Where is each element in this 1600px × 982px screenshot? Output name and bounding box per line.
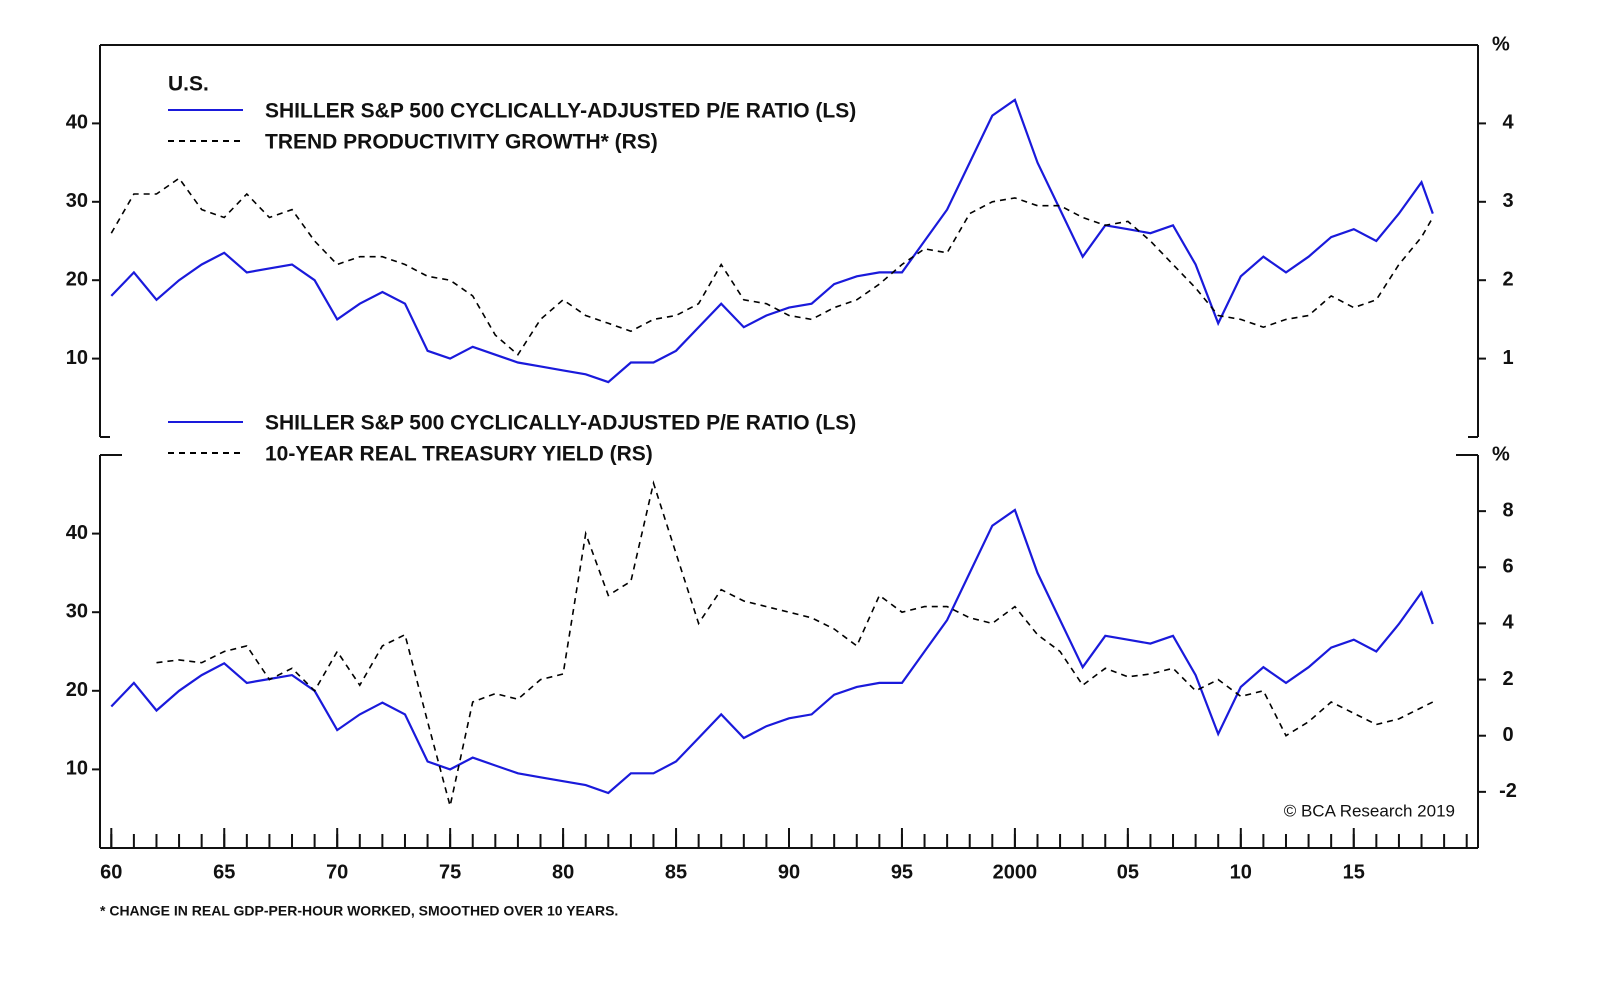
- y-tick-label: 40: [66, 112, 88, 134]
- y2-axis-label: %: [1492, 33, 1510, 55]
- x-tick-label: 60: [100, 861, 122, 883]
- x-tick-label: 65: [213, 861, 235, 883]
- y2-tick-label: 8: [1502, 499, 1513, 521]
- y2-tick-label: 0: [1502, 724, 1513, 746]
- x-tick-label: 90: [778, 861, 800, 883]
- footnote: * CHANGE IN REAL GDP-PER-HOUR WORKED, SM…: [100, 903, 618, 919]
- y2-tick-label: 3: [1502, 190, 1513, 212]
- y-tick-label: 30: [66, 600, 88, 622]
- y2-tick-label: 4: [1502, 112, 1514, 134]
- x-tick-label: 85: [665, 861, 687, 883]
- x-tick-label: 15: [1343, 861, 1365, 883]
- chart-title: U.S.: [168, 73, 209, 96]
- series-line: [110, 177, 1434, 356]
- x-tick-label: 75: [439, 861, 461, 883]
- y2-axis-label: %: [1492, 443, 1510, 465]
- y2-tick-label: 1: [1502, 347, 1513, 369]
- x-tick-label: 95: [891, 861, 913, 883]
- y-tick-label: 10: [66, 347, 88, 369]
- y-tick-label: 20: [66, 679, 88, 701]
- y2-tick-label: 6: [1502, 556, 1513, 578]
- legend-label: SHILLER S&P 500 CYCLICALLY-ADJUSTED P/E …: [265, 412, 856, 435]
- x-tick-label: 05: [1117, 861, 1139, 883]
- y2-tick-label: 2: [1502, 668, 1513, 690]
- y2-tick-label: -2: [1499, 780, 1517, 802]
- series-line: [156, 480, 1434, 807]
- x-tick-label: 2000: [993, 861, 1038, 883]
- y2-tick-label: 2: [1502, 268, 1513, 290]
- x-tick-label: 10: [1230, 861, 1252, 883]
- y-tick-label: 30: [66, 190, 88, 212]
- y-tick-label: 10: [66, 758, 88, 780]
- y-tick-label: 20: [66, 268, 88, 290]
- legend-label: 10-YEAR REAL TREASURY YIELD (RS): [265, 443, 653, 466]
- x-tick-label: 70: [326, 861, 348, 883]
- legend-label: TREND PRODUCTIVITY GROWTH* (RS): [265, 131, 658, 154]
- x-tick-label: 80: [552, 861, 574, 883]
- source: © BCA Research 2019: [1284, 801, 1455, 820]
- series-line: [110, 508, 1434, 795]
- y2-tick-label: 4: [1502, 612, 1514, 634]
- legend-label: SHILLER S&P 500 CYCLICALLY-ADJUSTED P/E …: [265, 100, 856, 123]
- y-tick-label: 40: [66, 522, 88, 544]
